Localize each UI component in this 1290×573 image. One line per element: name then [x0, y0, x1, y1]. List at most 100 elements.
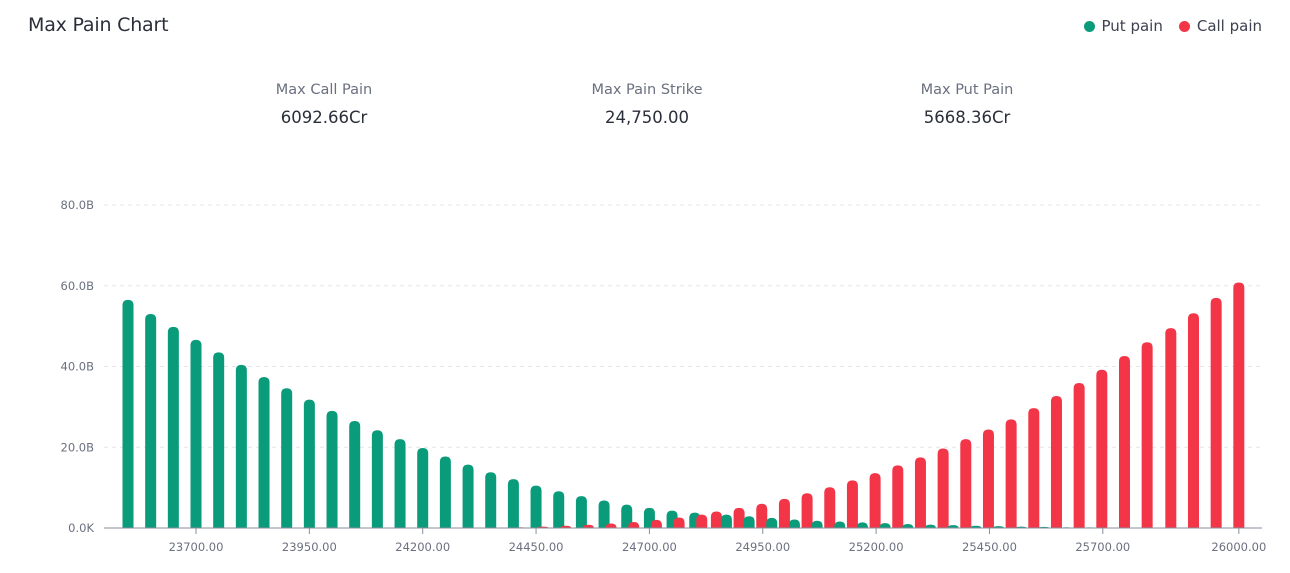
stat-max-put-pain: Max Put Pain 5668.36Cr	[867, 82, 1067, 127]
put-pain-bar	[743, 516, 755, 528]
put-pain-bar	[530, 485, 542, 528]
put-pain-bar	[902, 523, 914, 528]
x-tick-label: 25700.00	[1075, 540, 1130, 554]
x-tick-label: 26000.00	[1211, 540, 1266, 554]
stat-label: Max Pain Strike	[591, 82, 703, 98]
put-pain-bar	[598, 500, 610, 528]
put-pain-bar	[575, 496, 587, 528]
call-pain-bar	[914, 457, 926, 528]
chart-legend: Put pain Call pain	[1083, 17, 1262, 35]
put-pain-bar	[145, 314, 157, 528]
stat-value: 24,750.00	[605, 108, 689, 127]
put-pain-bar	[326, 410, 338, 528]
call-pain-bar	[710, 511, 722, 528]
call-pain-bar	[696, 514, 708, 528]
put-pain-bar	[213, 352, 225, 528]
put-pain-bar	[811, 520, 823, 528]
put-pain-bar	[924, 524, 936, 528]
call-pain-bar	[756, 503, 768, 528]
x-tick-label: 23700.00	[169, 540, 224, 554]
put-pain-bar	[856, 522, 868, 528]
put-pain-bar	[485, 472, 497, 528]
call-pain-bar	[628, 521, 640, 528]
call-pain-bar	[801, 493, 813, 528]
put-pain-bar	[621, 504, 633, 528]
y-tick-label: 40.0B	[61, 360, 95, 374]
call-pain-bar	[892, 465, 904, 528]
x-tick-label: 24200.00	[395, 540, 450, 554]
chart-title: Max Pain Chart	[28, 14, 169, 36]
stat-max-pain-strike: Max Pain Strike 24,750.00	[547, 82, 747, 127]
put-pain-bar	[553, 491, 565, 528]
call-pain-bar	[869, 473, 881, 528]
put-pain-bar	[417, 448, 429, 528]
call-pain-bar	[560, 525, 572, 528]
stat-value: 5668.36Cr	[923, 108, 1011, 127]
call-pain-bar	[673, 517, 685, 528]
y-tick-label: 60.0B	[61, 279, 95, 293]
put-pain-bar	[766, 517, 778, 528]
y-tick-label: 80.0B	[61, 198, 95, 212]
put-pain-bar	[167, 326, 179, 528]
call-pain-dot-icon	[1178, 20, 1190, 32]
put-pain-bar	[720, 514, 732, 528]
legend-call-pain-label: Call pain	[1196, 17, 1262, 35]
put-pain-bar	[258, 376, 270, 528]
call-pain-bar	[1005, 419, 1017, 528]
call-pain-bar	[937, 448, 949, 528]
x-tick-label: 25200.00	[849, 540, 904, 554]
put-pain-bar	[462, 464, 474, 528]
put-pain-bar	[834, 521, 846, 528]
call-pain-bar	[1096, 369, 1108, 528]
call-pain-bar	[1118, 356, 1130, 528]
put-pain-bar	[879, 523, 891, 528]
call-pain-bar	[1141, 342, 1153, 528]
stat-label: Max Call Pain	[275, 82, 373, 98]
put-pain-dot-icon	[1083, 20, 1095, 32]
put-pain-bar	[507, 479, 519, 528]
legend-call-pain[interactable]: Call pain	[1178, 17, 1262, 35]
put-pain-bar	[349, 421, 361, 528]
call-pain-bar	[982, 429, 994, 528]
stat-value: 6092.66Cr	[280, 108, 368, 127]
call-pain-bar	[960, 439, 972, 528]
legend-put-pain-label: Put pain	[1101, 17, 1163, 35]
put-pain-bar	[281, 388, 293, 528]
call-pain-bar	[1165, 328, 1177, 528]
put-pain-bar	[303, 399, 315, 528]
call-pain-bar	[1050, 395, 1062, 528]
y-tick-label: 20.0B	[61, 440, 95, 454]
put-pain-bar	[371, 430, 383, 528]
put-pain-bar	[394, 439, 406, 528]
x-tick-label: 24700.00	[622, 540, 677, 554]
call-pain-bar	[824, 487, 836, 528]
x-tick-label: 24950.00	[735, 540, 790, 554]
y-tick-label: 0.0K	[68, 521, 94, 535]
call-pain-bar	[1187, 313, 1199, 528]
x-tick-label: 25450.00	[962, 540, 1017, 554]
put-pain-bar	[947, 525, 959, 528]
put-pain-bar	[235, 364, 247, 528]
x-tick-label: 24450.00	[509, 540, 564, 554]
call-pain-bar	[582, 524, 594, 528]
stat-label: Max Put Pain	[920, 82, 1014, 98]
put-pain-bar	[122, 299, 134, 528]
call-pain-bar	[1210, 297, 1222, 528]
call-pain-bar	[778, 498, 790, 528]
put-pain-bar	[190, 339, 202, 528]
stat-max-call-pain: Max Call Pain 6092.66Cr	[224, 82, 424, 127]
call-pain-bar	[1233, 282, 1245, 528]
call-pain-bar	[846, 480, 858, 528]
x-tick-label: 23950.00	[282, 540, 337, 554]
put-pain-bar	[439, 456, 451, 528]
call-pain-bar	[733, 507, 745, 528]
call-pain-bar	[650, 519, 662, 528]
call-pain-bar	[605, 523, 617, 528]
put-pain-bar	[788, 519, 800, 528]
call-pain-bar	[1073, 383, 1085, 528]
call-pain-bar	[1028, 408, 1040, 528]
legend-put-pain[interactable]: Put pain	[1083, 17, 1163, 35]
put-pain-bar	[970, 525, 982, 528]
